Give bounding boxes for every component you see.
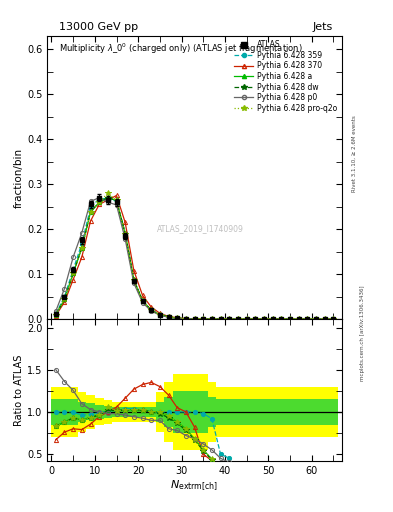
Legend: ATLAS, Pythia 6.428 359, Pythia 6.428 370, Pythia 6.428 a, Pythia 6.428 dw, Pyth: ATLAS, Pythia 6.428 359, Pythia 6.428 37…	[232, 38, 340, 115]
Text: mcplots.cern.ch [arXiv:1306.3436]: mcplots.cern.ch [arXiv:1306.3436]	[360, 285, 365, 380]
Text: ATLAS_2019_I1740909: ATLAS_2019_I1740909	[157, 224, 244, 233]
Text: Rivet 3.1.10, ≥ 2.6M events: Rivet 3.1.10, ≥ 2.6M events	[352, 115, 357, 192]
Text: Jets: Jets	[313, 22, 333, 32]
Text: Multiplicity $\lambda\_0^0$ (charged only) (ATLAS jet fragmentation): Multiplicity $\lambda\_0^0$ (charged onl…	[59, 41, 303, 56]
X-axis label: $N_{\mathrm{extrm[ch]}}$: $N_{\mathrm{extrm[ch]}}$	[171, 478, 219, 493]
Y-axis label: fraction/bin: fraction/bin	[14, 147, 24, 207]
Y-axis label: Ratio to ATLAS: Ratio to ATLAS	[14, 354, 24, 425]
Text: 13000 GeV pp: 13000 GeV pp	[59, 22, 138, 32]
